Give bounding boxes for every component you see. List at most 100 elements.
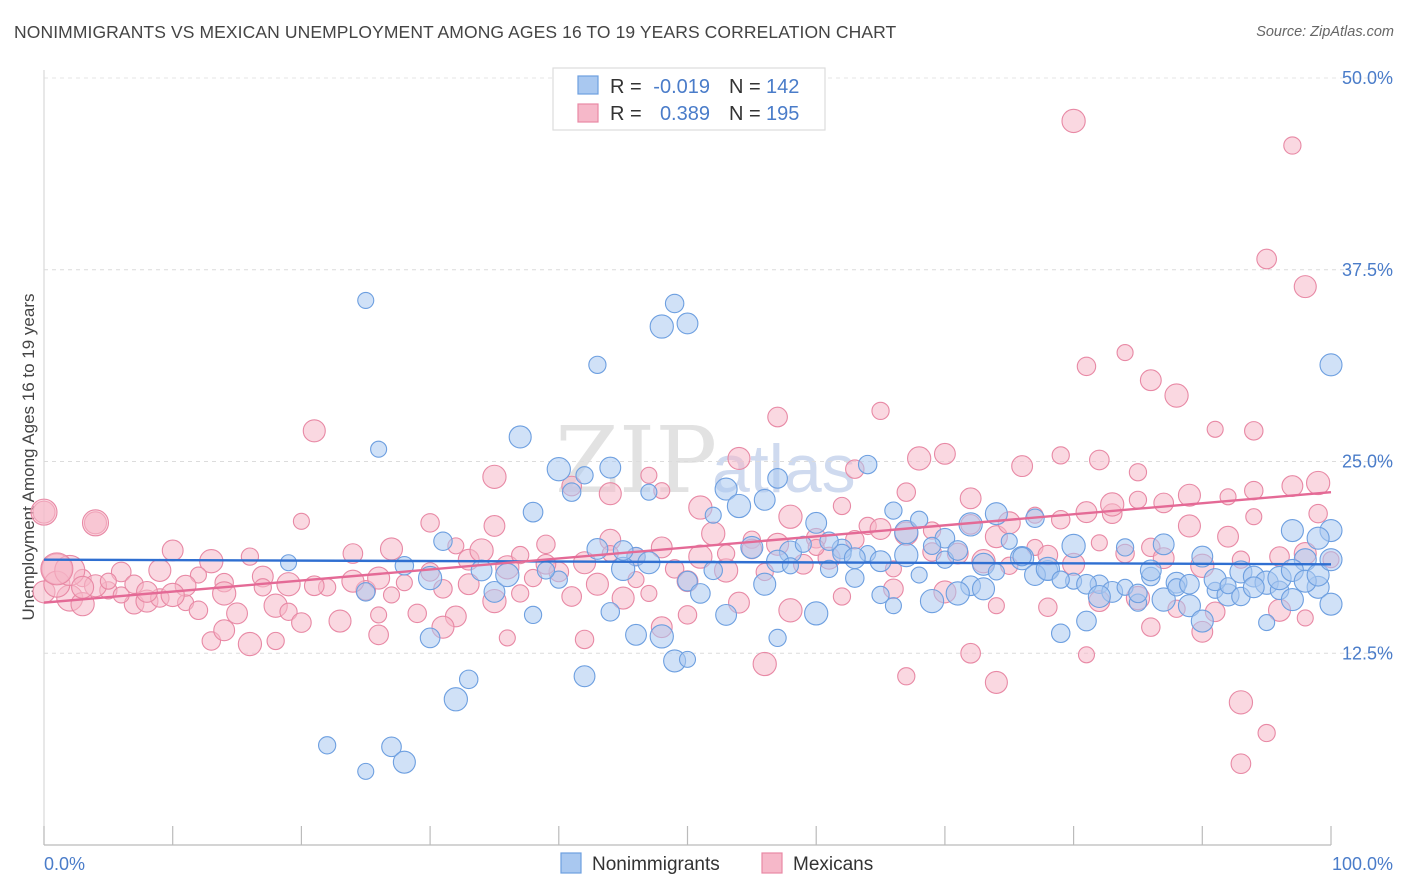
mexicans-point <box>368 624 389 646</box>
mexicans-point <box>71 575 95 599</box>
mexicans-point <box>896 482 917 502</box>
legend-swatch-mexicans <box>761 852 783 874</box>
x-tick-label-max: 100.0% <box>1332 854 1393 874</box>
mexicans-point <box>457 573 480 596</box>
mexicans-point <box>226 602 249 625</box>
mexicans-point <box>933 442 956 465</box>
mexicans-point <box>1128 463 1148 482</box>
mexicans-point <box>611 586 635 610</box>
mexicans-point <box>1257 723 1276 743</box>
nonimmigrants-point <box>884 501 903 520</box>
nonimmigrants-point <box>546 457 571 482</box>
mexicans-point <box>987 597 1005 615</box>
mexicans-point <box>99 572 117 590</box>
nonimmigrants-point <box>843 547 866 570</box>
nonimmigrants-point <box>781 557 800 575</box>
mexicans-point <box>832 587 852 606</box>
nonimmigrants-point <box>869 550 892 573</box>
nonimmigrants-point <box>573 665 596 688</box>
correlation-legend: R = -0.019 N = 142 R = 0.389 N = 195 <box>552 67 826 131</box>
mexicans-point <box>370 606 388 624</box>
mexicans-point <box>959 487 982 510</box>
nonimmigrants-point <box>600 602 621 622</box>
mexicans-point <box>1283 136 1302 155</box>
mexicans-point <box>701 521 726 546</box>
mexicans-point <box>342 543 364 564</box>
mexicans-point <box>869 518 892 540</box>
source-credit: Source: ZipAtlas.com <box>1256 24 1394 40</box>
mexicans-point <box>1088 449 1110 471</box>
mexicans-point <box>291 612 312 633</box>
mexicans-point <box>1305 470 1331 496</box>
nonimmigrants-point <box>676 312 699 335</box>
nonimmigrants-point <box>561 482 582 502</box>
mexicans-point <box>30 498 58 526</box>
mexicans-point <box>1245 508 1263 526</box>
nonimmigrants-point <box>458 669 479 690</box>
legend-r-label-1: R = <box>610 76 642 98</box>
mexicans-point <box>778 598 803 623</box>
series-nonimmigrants-points <box>279 291 1343 780</box>
mexicans-point <box>498 629 516 647</box>
nonimmigrants-point <box>1179 573 1200 595</box>
mexicans-point <box>960 642 981 664</box>
nonimmigrants-point <box>599 456 622 479</box>
legend-r-value-1: -0.019 <box>653 76 710 98</box>
nonimmigrants-point <box>649 314 674 339</box>
nonimmigrants-point <box>1139 559 1162 582</box>
nonimmigrants-point <box>1258 614 1276 632</box>
legend-swatch-blue <box>577 75 599 95</box>
mexicans-point <box>160 582 185 608</box>
mexicans-point <box>148 558 172 582</box>
nonimmigrants-point <box>768 628 787 648</box>
mexicans-point <box>1256 248 1277 270</box>
mexicans-point <box>1051 446 1070 465</box>
nonimmigrants-point <box>1051 570 1070 589</box>
mexicans-point <box>778 504 803 529</box>
mexicans-point <box>395 574 413 592</box>
mexicans-point <box>598 482 622 506</box>
legend-n-label-2: N = <box>729 103 761 125</box>
nonimmigrants-point <box>678 650 697 668</box>
mexicans-point <box>1116 344 1134 362</box>
mexicans-point <box>574 629 595 650</box>
nonimmigrants-point <box>984 502 1008 526</box>
mexicans-point <box>1281 475 1304 497</box>
legend-label-mexicans: Mexicans <box>793 854 873 875</box>
nonimmigrants-point <box>677 570 698 592</box>
mexicans-point <box>1217 525 1239 548</box>
nonimmigrants-point <box>588 355 607 375</box>
mexicans-point <box>1141 617 1161 637</box>
mexicans-point <box>650 536 673 559</box>
mexicans-point <box>253 578 272 597</box>
nonimmigrants-point <box>495 562 520 588</box>
mexicans-point <box>1308 503 1328 524</box>
mexicans-point <box>40 552 74 586</box>
legend-r-label-2: R = <box>610 103 642 125</box>
mexicans-point <box>640 584 658 602</box>
mexicans-point <box>1077 646 1096 664</box>
nonimmigrants-point <box>704 506 722 524</box>
nonimmigrants-point <box>740 535 764 559</box>
nonimmigrants-point <box>483 580 506 603</box>
mexicans-point <box>1050 510 1071 530</box>
mexicans-point <box>266 631 285 651</box>
mexicans-point <box>81 509 110 537</box>
nonimmigrants-point <box>1177 594 1201 618</box>
mexicans-point <box>482 464 507 489</box>
nonimmigrants-point <box>714 477 738 501</box>
mexicans-point <box>161 539 184 562</box>
legend-r-value-2: 0.389 <box>660 103 710 125</box>
legend-n-value-2: 195 <box>766 103 799 125</box>
mexicans-point <box>1061 108 1086 134</box>
nonimmigrants-trend-line <box>43 558 1332 566</box>
nonimmigrants-point <box>910 566 928 584</box>
nonimmigrants-point <box>947 540 969 561</box>
mexicans-point <box>907 446 932 471</box>
nonimmigrants-point <box>575 466 594 485</box>
mexicans-point <box>1177 483 1201 507</box>
mexicans-point <box>469 538 494 563</box>
nonimmigrants-point <box>1280 588 1304 612</box>
mexicans-point <box>237 631 263 657</box>
